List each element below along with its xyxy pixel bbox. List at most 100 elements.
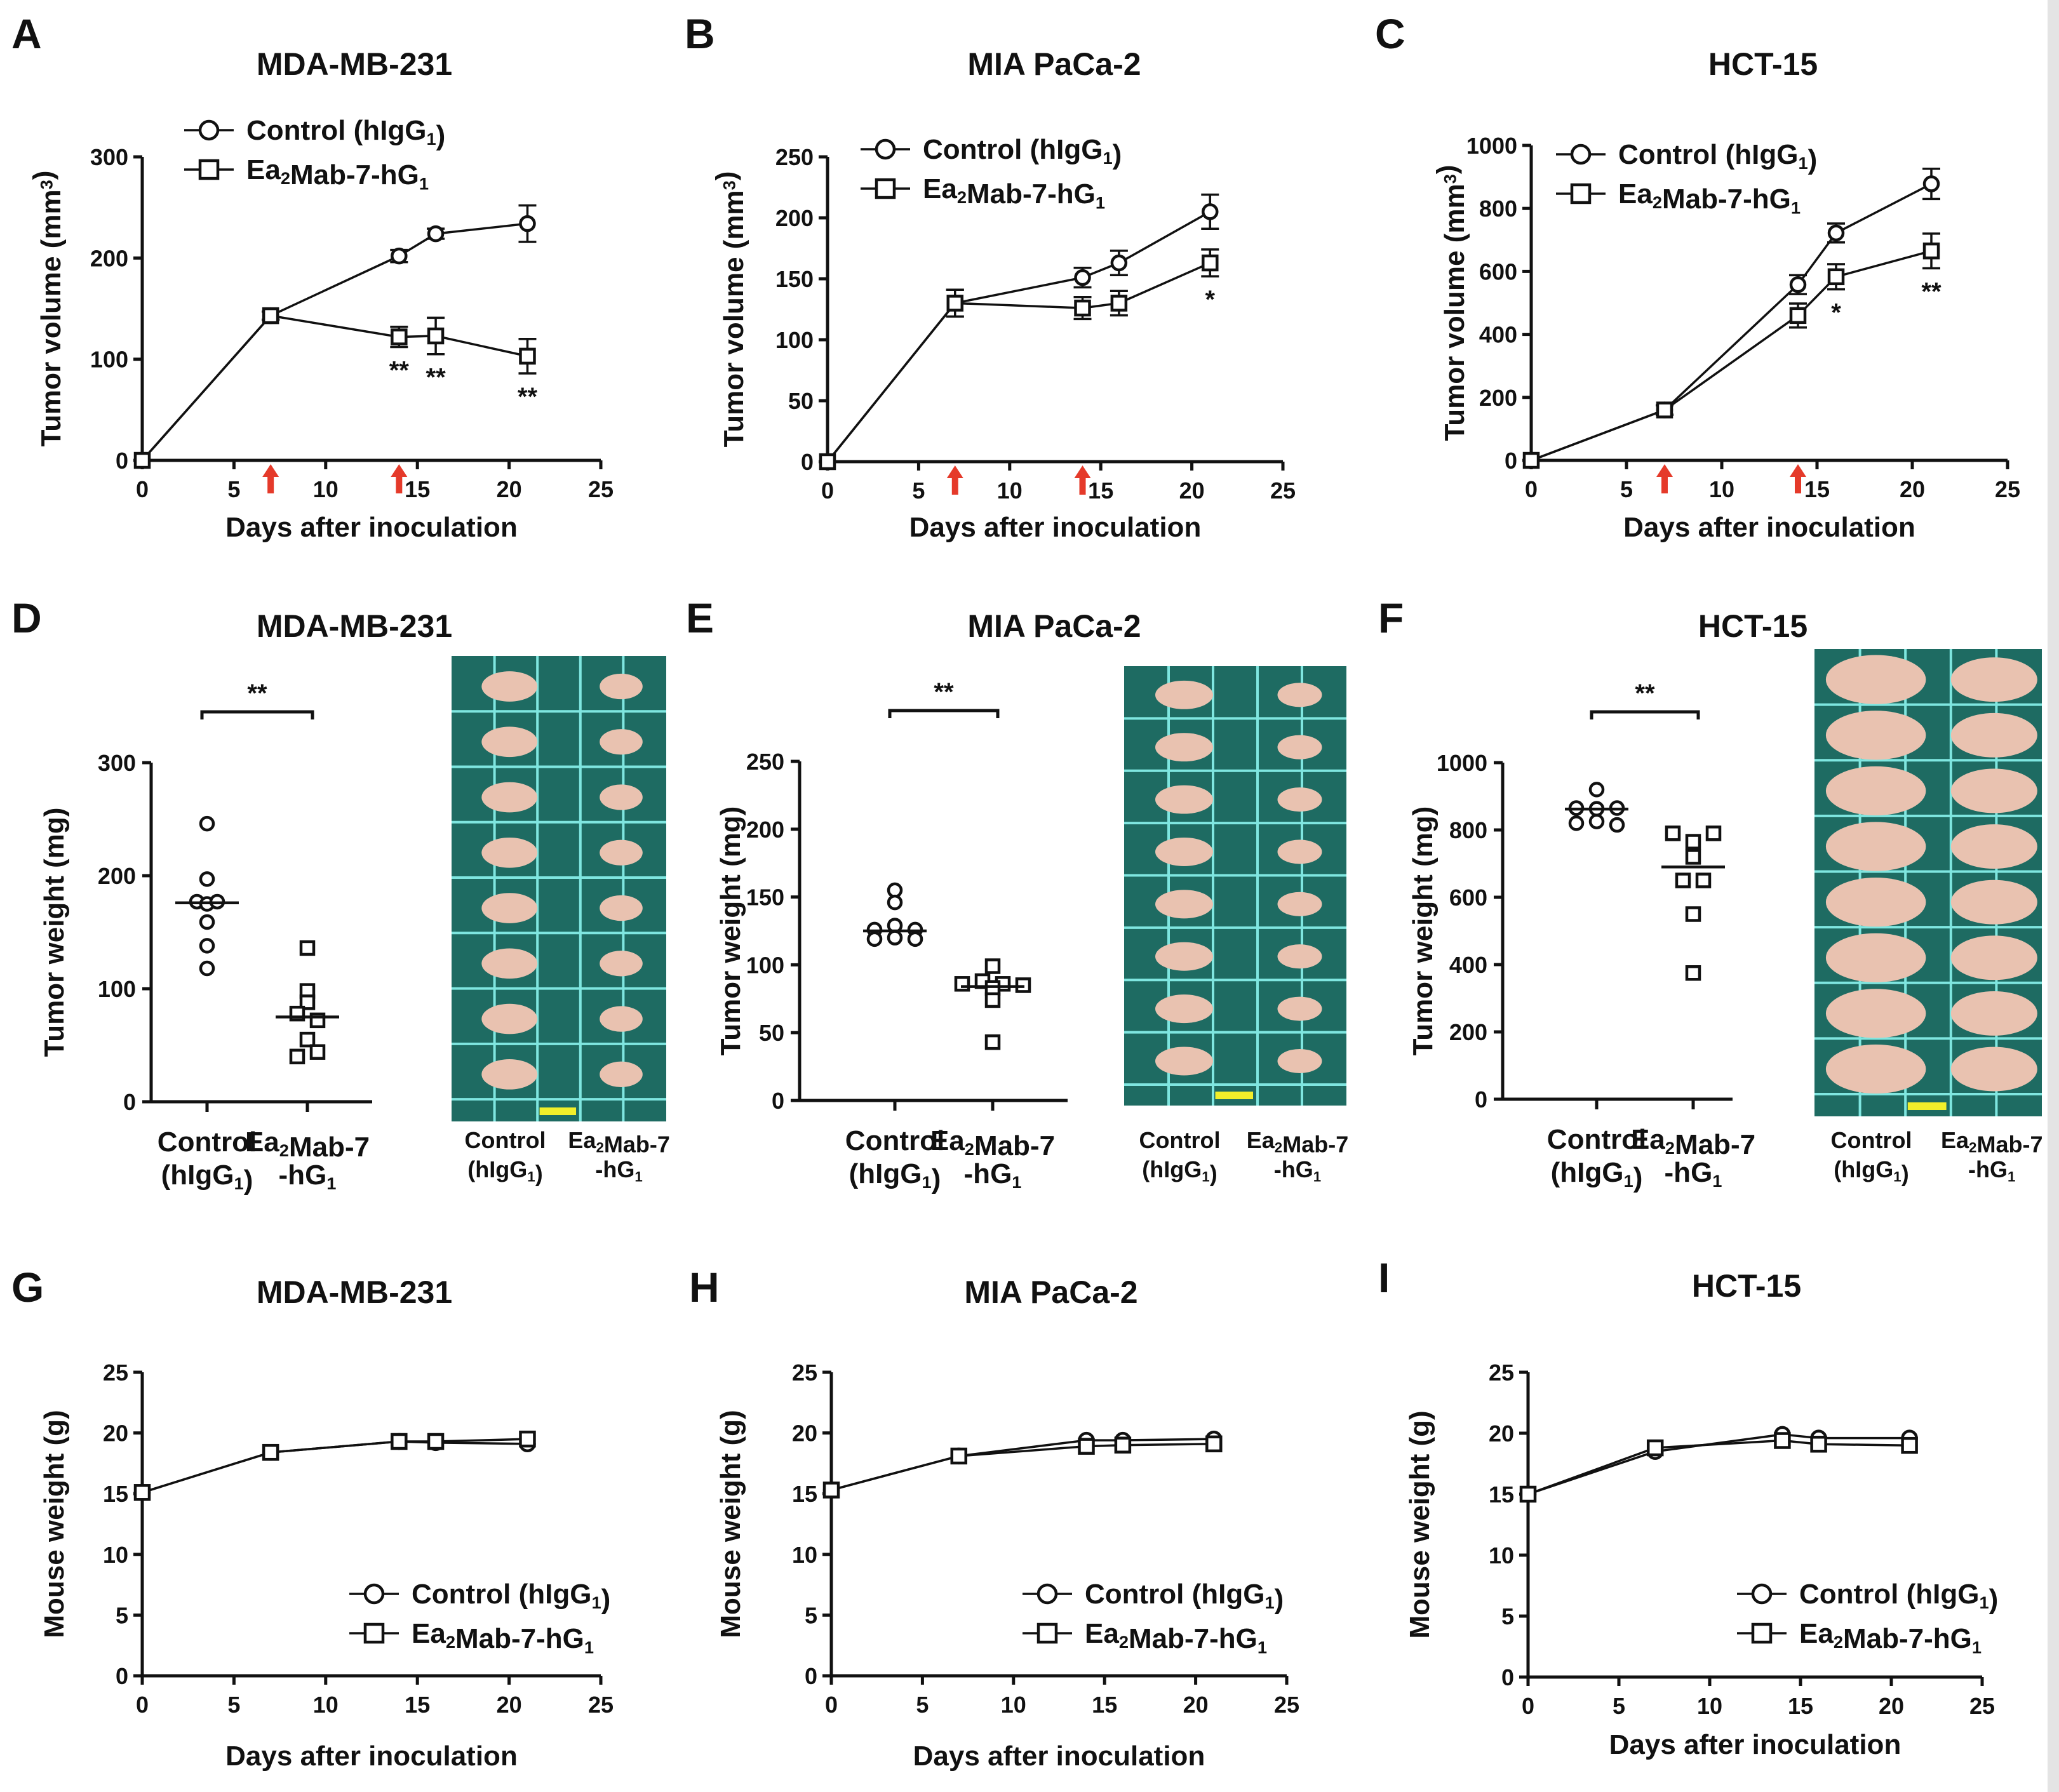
- panel-title: MIA PaCa-2: [964, 1274, 1137, 1310]
- text-run: -h: [1274, 1156, 1296, 1182]
- y-tick-label: 10: [792, 1542, 817, 1568]
- series-control: [822, 1430, 1223, 1499]
- photo-label: -hG1: [595, 1156, 642, 1185]
- tumor-control: [1825, 878, 1926, 927]
- tumor-treatment: [1277, 839, 1322, 864]
- text-run: G: [990, 1158, 1012, 1189]
- category-label: Ea2Mab-7: [1631, 1124, 1755, 1160]
- tumor-control: [1825, 933, 1926, 982]
- tumor-control: [481, 893, 538, 923]
- tumor-treatment: [1277, 683, 1322, 707]
- subscript: 1: [1712, 1171, 1722, 1191]
- data-point: [887, 894, 903, 911]
- group-treatment: Ea2Mab-7-hG1: [1631, 826, 1755, 1191]
- x-tick-label: 20: [1183, 1692, 1209, 1718]
- data-point: [954, 976, 970, 992]
- photo-label: (hIgG1): [1834, 1156, 1908, 1187]
- data-point: [984, 992, 1001, 1008]
- x-tick-label: 15: [1788, 1693, 1813, 1719]
- superscript: 3: [1440, 174, 1460, 184]
- subscript: 1: [1893, 1169, 1901, 1185]
- text-run: ): [1901, 1161, 1909, 1187]
- y-tick-label: 25: [1489, 1360, 1514, 1386]
- y-tick-label: 200: [775, 205, 814, 231]
- data-point: [1074, 299, 1091, 317]
- series-line: [826, 262, 1211, 463]
- tumor-control: [1825, 711, 1926, 760]
- significance-label: **: [426, 364, 446, 392]
- y-tick-label: 0: [123, 1089, 136, 1115]
- text-run: G: [1957, 1579, 1979, 1610]
- x-tick-label: 20: [497, 1692, 522, 1718]
- y-tick-label: 15: [1489, 1481, 1514, 1508]
- y-tick-label: 0: [1501, 1664, 1514, 1690]
- group-control: Control(hIgG1): [1547, 782, 1646, 1193]
- significance-bracket: [200, 710, 314, 719]
- y-axis-label: Mouse weight (g): [715, 1410, 746, 1638]
- tumor-control: [1825, 766, 1926, 816]
- photo-label: Ea2Mab-7: [568, 1127, 669, 1158]
- data-point: [1074, 269, 1091, 286]
- subscript: 2: [1665, 1138, 1675, 1158]
- photo-label: Control: [1139, 1127, 1221, 1153]
- group-control: Control(hIgG1): [158, 815, 257, 1196]
- text-run: G: [1184, 1156, 1202, 1182]
- tumor-treatment: [1950, 768, 2037, 813]
- data-point: [299, 994, 316, 1010]
- x-axis-label: Days after inoculation: [909, 512, 1202, 543]
- category-label: (hIgG1): [849, 1158, 941, 1194]
- data-point: [1588, 813, 1605, 829]
- text-run: ): [1633, 1162, 1643, 1193]
- y-tick-label: 1000: [1437, 750, 1487, 776]
- data-point: [391, 1433, 408, 1450]
- data-point: [391, 328, 408, 345]
- text-run: G: [900, 1158, 922, 1189]
- legend-square-icon: [198, 159, 220, 180]
- legend: Control (hIgG1)Ea2Mab-7-hG1: [184, 115, 445, 193]
- treatment-arrow-icon: [262, 464, 279, 493]
- legend-square-icon: [1036, 1622, 1058, 1644]
- significance-label: **: [1921, 277, 1942, 305]
- y-tick-label: 5: [805, 1602, 817, 1628]
- data-point: [1568, 815, 1585, 831]
- tumor-control: [481, 1003, 538, 1034]
- text-run: ): [244, 1165, 253, 1196]
- text-run: Ea: [412, 1618, 446, 1649]
- group-treatment: Ea2Mab-7-hG1: [930, 958, 1055, 1192]
- text-run: Mab-7-h: [1843, 1623, 1950, 1654]
- text-run: Control (hIg: [412, 1579, 570, 1610]
- text-run: (hIg: [1551, 1157, 1602, 1188]
- panel-title: HCT-15: [1692, 1268, 1801, 1304]
- text-run: ): [1275, 1584, 1284, 1615]
- panel-title: MDA-MB-231: [257, 1274, 452, 1310]
- x-tick-label: 0: [136, 1692, 149, 1718]
- tumor-treatment: [1950, 879, 2037, 925]
- panel-title: MDA-MB-231: [257, 46, 452, 82]
- series-treatment: [822, 1435, 1223, 1499]
- text-run: G: [305, 1160, 326, 1191]
- category-label: -hG1: [279, 1160, 337, 1193]
- tumor-photo: Control(hIgG1)Ea2Mab-7-hG1: [452, 656, 670, 1187]
- y-tick-label: 0: [116, 1663, 128, 1689]
- subscript: 1: [1799, 153, 1808, 173]
- text-run: Mab-7: [604, 1132, 670, 1158]
- data-point: [1675, 873, 1691, 888]
- data-point: [1922, 242, 1940, 260]
- text-run: ): [1432, 165, 1463, 175]
- x-axis-label: Days after inoculation: [913, 1741, 1205, 1772]
- subscript: 1: [592, 1593, 601, 1612]
- x-tick-label: 0: [136, 476, 149, 502]
- subscript: 2: [1653, 192, 1662, 212]
- subscript: 1: [1012, 1172, 1021, 1192]
- text-run: G: [509, 1156, 527, 1182]
- panel-title: HCT-15: [1708, 46, 1818, 82]
- category-label: Ea2Mab-7: [930, 1125, 1055, 1161]
- text-run: Control (hIg: [1799, 1579, 1957, 1610]
- y-tick-label: 0: [116, 448, 128, 474]
- tumor-control: [1825, 989, 1926, 1038]
- tumor-control: [1155, 785, 1213, 814]
- significance-label: **: [934, 678, 954, 706]
- text-run: mm: [718, 190, 749, 239]
- significance-label: *: [1831, 299, 1841, 327]
- x-axis-label: Days after inoculation: [1609, 1729, 1901, 1760]
